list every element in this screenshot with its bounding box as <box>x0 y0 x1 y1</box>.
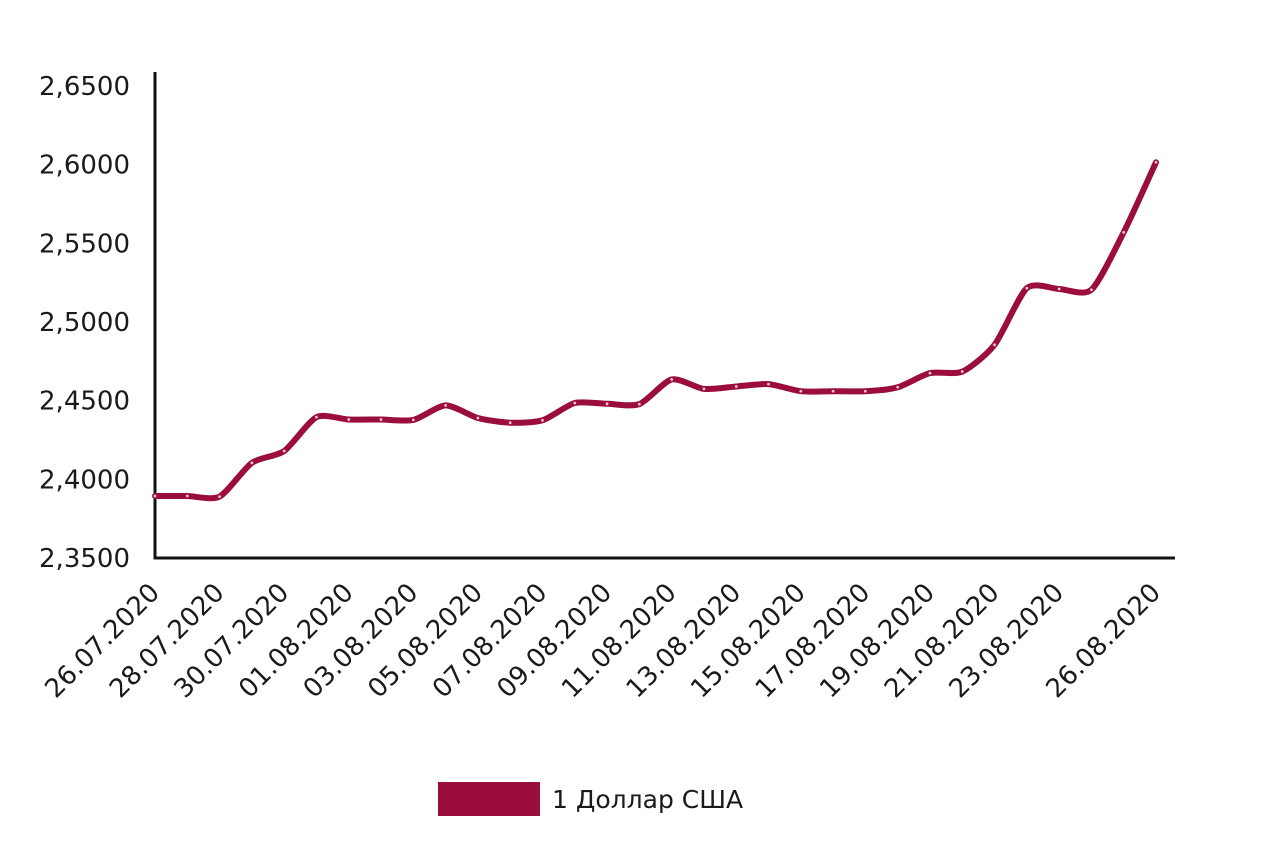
legend: 1 Доллар США <box>438 782 743 816</box>
y-tick-label: 2,3500 <box>39 544 130 574</box>
data-point <box>508 421 512 425</box>
data-point <box>1154 160 1158 164</box>
y-tick-label: 2,4000 <box>39 465 130 495</box>
data-point <box>831 389 835 393</box>
y-tick-label: 2,6500 <box>39 72 130 102</box>
data-point <box>702 387 706 391</box>
data-point <box>605 402 609 406</box>
data-point <box>315 415 318 419</box>
y-tick-label: 2,5500 <box>39 229 130 259</box>
data-point <box>960 370 964 373</box>
data-point <box>250 461 254 465</box>
data-point <box>573 401 577 405</box>
y-tick-label: 2,4500 <box>39 387 130 417</box>
data-point <box>347 418 351 421</box>
data-point <box>1057 287 1061 291</box>
y-tick-label: 2,6000 <box>39 151 130 181</box>
data-point <box>411 418 415 422</box>
data-point <box>896 385 900 389</box>
data-point <box>734 385 738 388</box>
data-point <box>282 449 286 453</box>
data-point <box>218 495 221 499</box>
legend-label: 1 Доллар США <box>552 784 744 814</box>
data-point <box>863 389 867 393</box>
data-point <box>444 403 448 407</box>
data-point <box>637 402 641 406</box>
series-layer <box>152 159 1159 502</box>
data-point <box>993 343 996 347</box>
data-point <box>379 418 383 421</box>
data-point <box>799 389 803 393</box>
data-point <box>670 378 674 381</box>
data-point <box>185 494 189 498</box>
data-point <box>928 371 932 375</box>
legend-swatch <box>438 782 540 816</box>
data-point <box>1025 286 1029 290</box>
y-axis-ticks: 2,3500 2,4000 2,4500 2,5000 2,5500 2,6000 2,65… <box>39 72 130 574</box>
data-point <box>1090 288 1093 292</box>
series-line <box>152 159 1159 502</box>
data-point <box>767 382 770 386</box>
y-tick-label: 2,5000 <box>39 308 130 338</box>
data-point <box>476 416 480 420</box>
x-axis-ticks: 26.07.202028.07.202030.07.202001.08.2020… <box>39 578 1166 704</box>
data-point <box>153 494 157 498</box>
data-point <box>1122 230 1126 234</box>
data-point <box>541 418 544 422</box>
